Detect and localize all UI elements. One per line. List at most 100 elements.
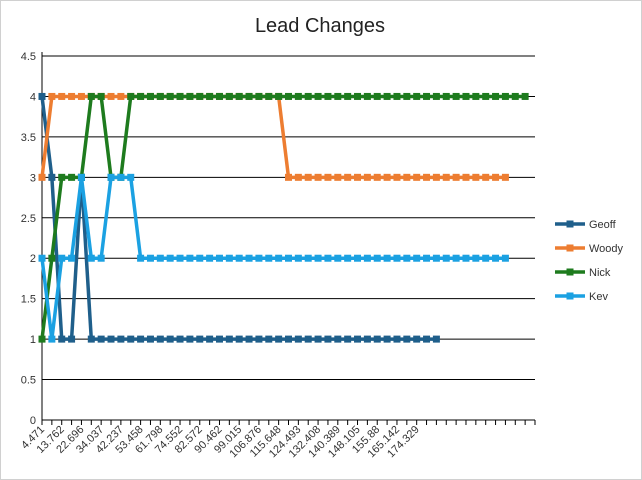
data-point xyxy=(413,254,421,262)
data-point xyxy=(38,173,46,181)
data-point xyxy=(413,335,421,343)
data-point xyxy=(186,92,194,100)
data-point xyxy=(294,173,302,181)
data-point xyxy=(186,254,194,262)
data-point xyxy=(275,92,283,100)
y-tick-label: 4.5 xyxy=(21,51,36,63)
data-point xyxy=(107,173,115,181)
data-point xyxy=(413,92,421,100)
data-point xyxy=(255,92,263,100)
data-point xyxy=(482,254,490,262)
data-point xyxy=(225,254,233,262)
legend-marker xyxy=(566,292,574,300)
data-point xyxy=(363,254,371,262)
series-nick xyxy=(38,92,529,343)
legend-entry: Geoff xyxy=(555,219,617,231)
data-point xyxy=(127,173,135,181)
data-point xyxy=(492,92,500,100)
data-point xyxy=(383,173,391,181)
legend-label: Kev xyxy=(589,291,608,303)
data-point xyxy=(196,92,204,100)
data-point xyxy=(215,92,223,100)
data-point xyxy=(275,335,283,343)
data-point xyxy=(245,92,253,100)
y-tick-label: 1 xyxy=(30,334,36,346)
chart-title: Lead Changes xyxy=(255,15,385,37)
y-tick-label: 0.5 xyxy=(21,375,36,387)
data-point xyxy=(285,173,292,181)
data-point xyxy=(87,254,95,262)
y-tick-label: 3.5 xyxy=(21,132,36,144)
data-point xyxy=(275,254,283,262)
data-point xyxy=(87,335,95,343)
data-point xyxy=(38,254,46,262)
data-point xyxy=(423,254,431,262)
data-point xyxy=(304,254,312,262)
data-point xyxy=(58,335,66,343)
data-point xyxy=(442,173,450,181)
data-point xyxy=(146,335,154,343)
data-point xyxy=(48,335,56,343)
data-point xyxy=(146,92,154,100)
data-point xyxy=(186,335,194,343)
data-point xyxy=(97,335,105,343)
data-point xyxy=(492,254,500,262)
data-point xyxy=(68,92,76,100)
legend: Geoff Woody Nick Kev xyxy=(555,219,624,303)
legend-entry: Woody xyxy=(555,243,624,255)
data-point xyxy=(354,254,362,262)
data-point xyxy=(423,335,431,343)
data-point xyxy=(501,254,509,262)
data-point xyxy=(403,335,411,343)
data-point xyxy=(48,173,56,181)
data-point xyxy=(58,92,66,100)
data-point xyxy=(255,335,263,343)
data-point xyxy=(58,173,66,181)
data-point xyxy=(68,254,76,262)
data-point xyxy=(137,254,145,262)
data-point xyxy=(225,92,233,100)
data-point xyxy=(432,173,440,181)
data-point xyxy=(393,92,401,100)
data-point xyxy=(354,173,362,181)
data-point xyxy=(472,173,480,181)
grid xyxy=(42,55,535,381)
data-point xyxy=(403,173,411,181)
data-point xyxy=(373,173,381,181)
data-point xyxy=(324,335,332,343)
data-point xyxy=(314,254,322,262)
data-point xyxy=(166,92,174,100)
data-point xyxy=(117,173,125,181)
data-point xyxy=(107,335,115,343)
data-point xyxy=(393,254,401,262)
data-point xyxy=(77,173,85,181)
data-point xyxy=(235,254,243,262)
data-point xyxy=(324,254,332,262)
legend-entry: Nick xyxy=(555,267,611,279)
data-point xyxy=(334,335,342,343)
data-point xyxy=(383,254,391,262)
data-point xyxy=(314,92,322,100)
data-point xyxy=(137,92,145,100)
data-point xyxy=(127,335,135,343)
data-point xyxy=(77,92,85,100)
data-point xyxy=(511,92,519,100)
data-point xyxy=(403,92,411,100)
data-point xyxy=(235,92,243,100)
data-point xyxy=(156,335,164,343)
data-point xyxy=(432,254,440,262)
data-point xyxy=(354,92,362,100)
data-point xyxy=(304,173,312,181)
data-point xyxy=(462,92,470,100)
series-kev xyxy=(38,173,509,343)
data-point xyxy=(363,92,371,100)
data-point xyxy=(245,335,253,343)
legend-marker xyxy=(566,268,574,276)
data-point xyxy=(206,92,214,100)
data-point xyxy=(521,92,529,100)
data-point xyxy=(363,173,371,181)
legend-entry: Kev xyxy=(555,291,608,303)
data-point xyxy=(472,92,480,100)
data-point xyxy=(117,335,125,343)
